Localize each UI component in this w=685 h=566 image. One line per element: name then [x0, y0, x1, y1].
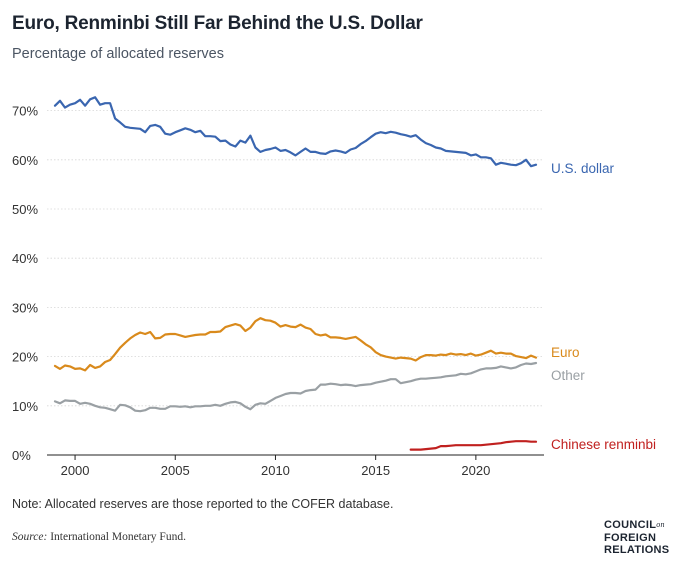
- chart-note: Note: Allocated reserves are those repor…: [12, 497, 394, 511]
- x-tick-label: 2005: [161, 463, 190, 478]
- source-text: International Monetary Fund.: [47, 531, 186, 543]
- y-tick-label: 40%: [12, 251, 38, 266]
- cfr-logo: COUNCILon FOREIGN RELATIONS: [604, 519, 669, 557]
- source-label: Source:: [12, 531, 48, 543]
- series-line-other: [53, 361, 538, 413]
- y-axis-tick-labels: 0% 10% 20% 30% 40% 50% 60% 70%: [12, 104, 38, 463]
- series-line-euro: [53, 317, 538, 372]
- chart-title: Euro, Renminbi Still Far Behind the U.S.…: [12, 13, 423, 34]
- y-tick-label: 60%: [12, 153, 38, 168]
- series-label-u-s-dollar: U.S. dollar: [551, 161, 615, 176]
- gridlines: [47, 110, 544, 456]
- chart-subtitle: Percentage of allocated reserves: [12, 46, 224, 62]
- series-label-euro: Euro: [551, 345, 580, 360]
- y-tick-label: 0%: [12, 448, 31, 463]
- series-label-other: Other: [551, 368, 585, 383]
- y-tick-label: 20%: [12, 350, 38, 365]
- line-chart: 0% 10% 20% 30% 40% 50% 60% 70% 2000 2005 2010 2015…: [12, 96, 656, 478]
- y-tick-label: 70%: [12, 104, 38, 119]
- series-line-u-s-dollar: [53, 96, 538, 168]
- logo-line-2: FOREIGN: [604, 531, 657, 544]
- y-tick-label: 50%: [12, 202, 38, 217]
- x-tick-label: 2010: [261, 463, 290, 478]
- logo-line-3: RELATIONS: [604, 544, 670, 556]
- logo-line-1: COUNCIL: [604, 519, 657, 531]
- series-line-chinese-renminbi: [409, 440, 538, 451]
- x-tick-label: 2000: [61, 463, 90, 478]
- y-tick-label: 30%: [12, 300, 38, 315]
- y-tick-label: 10%: [12, 399, 38, 414]
- series-lines: [53, 96, 538, 451]
- x-tick-label: 2020: [461, 463, 490, 478]
- series-label-chinese-renminbi: Chinese renminbi: [551, 437, 656, 452]
- x-axis-tick-labels: 2000 2005 2010 2015 2020: [61, 455, 490, 478]
- series-labels: U.S. dollar Euro Other Chinese renminbi: [551, 161, 656, 452]
- chart-source: Source: International Monetary Fund.: [12, 531, 186, 543]
- x-tick-label: 2015: [361, 463, 390, 478]
- logo-on: on: [656, 520, 665, 529]
